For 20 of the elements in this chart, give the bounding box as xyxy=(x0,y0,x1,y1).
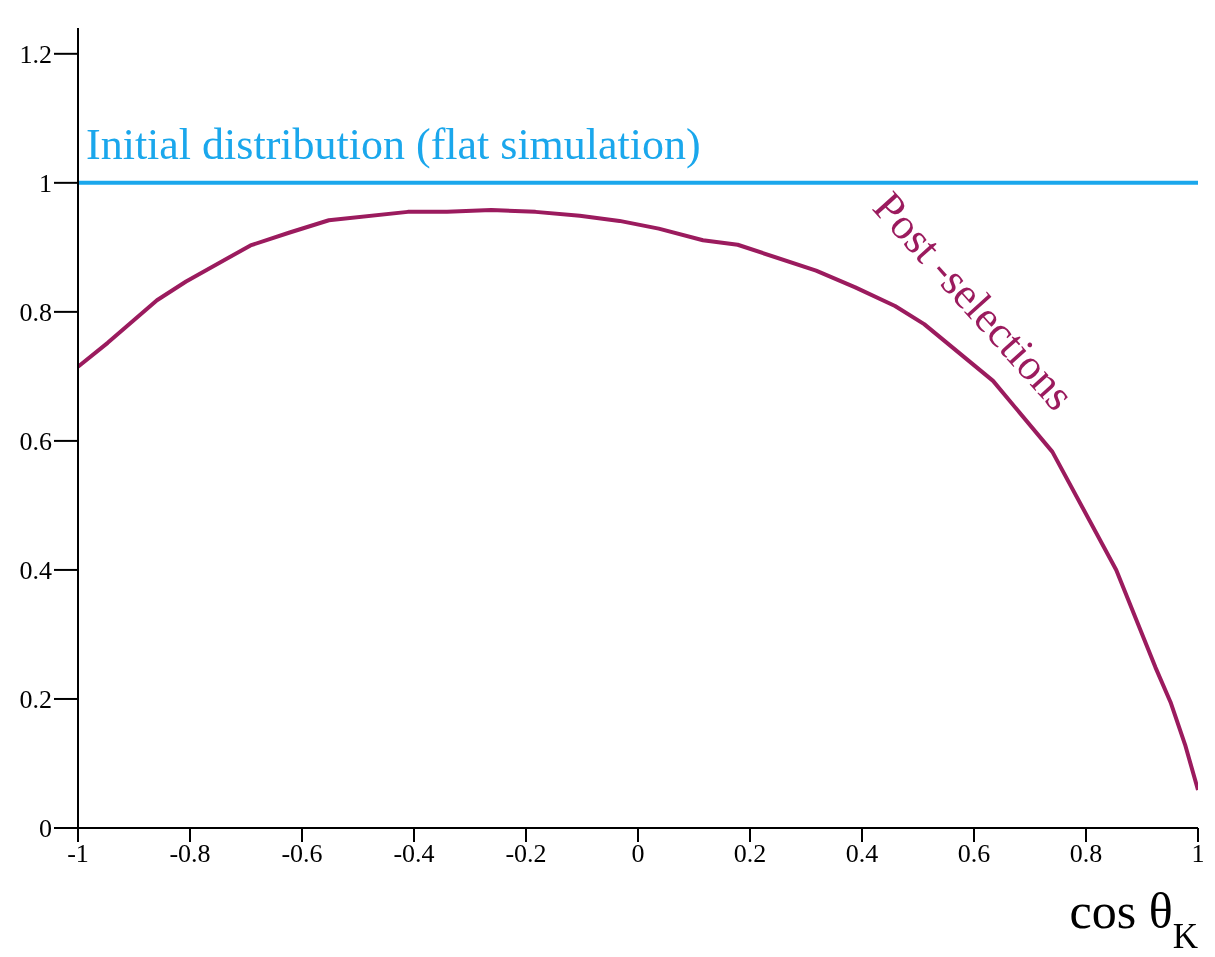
x-tick-label: 0.8 xyxy=(1069,839,1103,869)
y-tick-label: 0.4 xyxy=(19,556,52,586)
x-tick-label: 0 xyxy=(631,839,645,869)
y-tick-label: 0.6 xyxy=(19,427,52,457)
series-label: Initial distribution (flat simulation) xyxy=(86,119,701,169)
x-tick-label: 0.6 xyxy=(957,839,991,869)
x-tick-label: -1 xyxy=(67,839,89,869)
y-tick-label: 0 xyxy=(39,814,52,844)
x-tick-label: 1 xyxy=(1191,839,1205,869)
x-tick-label: -0.4 xyxy=(393,839,435,869)
x-tick-label: 0.2 xyxy=(733,839,767,869)
x-tick-label: -0.6 xyxy=(281,839,323,869)
y-tick-label: 0.2 xyxy=(19,685,52,715)
x-axis-title: cos θ$_{K}$ xyxy=(1069,883,1198,956)
y-tick-label: 1 xyxy=(39,169,52,199)
x-tick-label: -0.2 xyxy=(505,839,547,869)
x-tick-label: 0.4 xyxy=(845,839,879,869)
y-tick-label: 0.8 xyxy=(19,298,52,328)
x-tick-label: -0.8 xyxy=(169,839,211,869)
y-tick-label: 1.2 xyxy=(19,40,52,70)
